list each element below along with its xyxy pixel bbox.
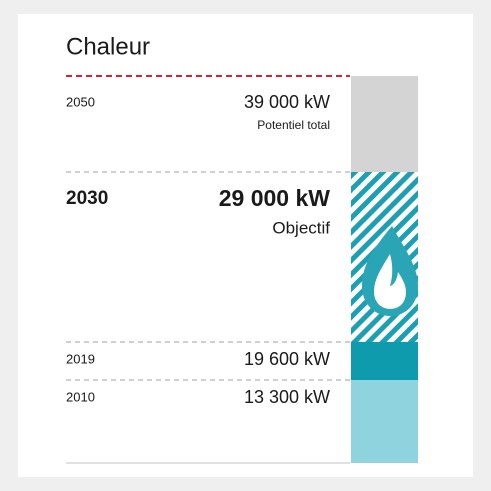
note: Objectif	[272, 218, 330, 237]
year: 2010	[66, 389, 95, 404]
segment-potential	[351, 76, 418, 172]
note: Potentiel total	[257, 118, 330, 132]
title: Chaleur	[66, 33, 150, 60]
year: 2019	[66, 351, 95, 366]
value: 13 300 kW	[244, 387, 330, 407]
year: 2050	[66, 94, 95, 109]
value: 29 000 kW	[219, 185, 331, 211]
flame-icon	[362, 226, 418, 316]
value: 19 600 kW	[244, 349, 330, 369]
year: 2030	[66, 188, 108, 209]
segment-2019	[351, 342, 418, 380]
segment-2010	[351, 380, 418, 463]
value: 39 000 kW	[244, 92, 330, 112]
